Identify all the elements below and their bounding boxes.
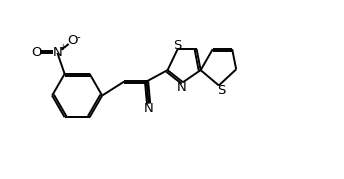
Text: S: S bbox=[217, 84, 225, 97]
Text: O: O bbox=[31, 46, 42, 59]
Text: S: S bbox=[173, 39, 182, 52]
Text: -: - bbox=[77, 32, 80, 42]
Text: N: N bbox=[177, 81, 187, 94]
Text: N: N bbox=[53, 46, 62, 59]
Text: +: + bbox=[60, 43, 66, 52]
Text: N: N bbox=[144, 102, 153, 115]
Text: O: O bbox=[67, 34, 78, 47]
